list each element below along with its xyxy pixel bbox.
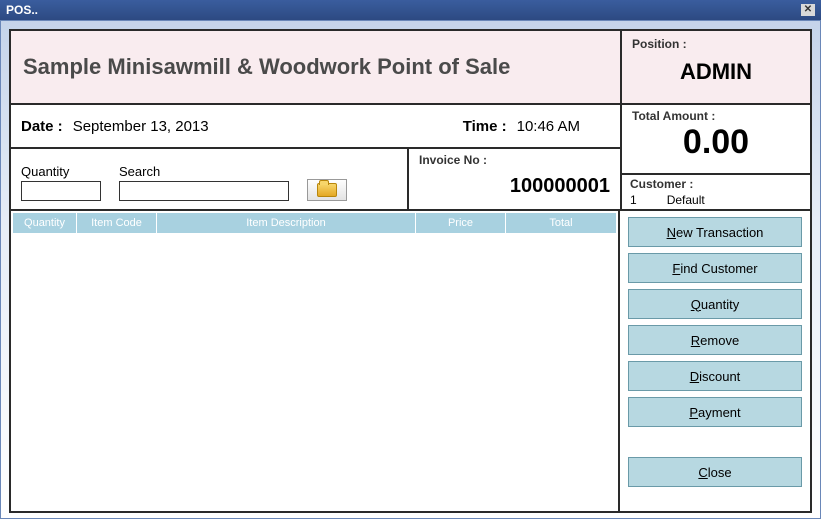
time-label: Time : xyxy=(463,118,507,135)
payment-button[interactable]: Payment xyxy=(628,397,802,427)
main-panel: Sample Minisawmill & Woodwork Point of S… xyxy=(9,29,812,513)
position-value: ADMIN xyxy=(632,59,800,85)
customer-id: 1 xyxy=(630,193,637,207)
app-title-cell: Sample Minisawmill & Woodwork Point of S… xyxy=(11,31,620,103)
search-label: Search xyxy=(119,164,289,179)
total-value: 0.00 xyxy=(632,125,800,159)
find-customer-button[interactable]: Find Customer xyxy=(628,253,802,283)
total-cell: Total Amount : 0.00 xyxy=(622,105,810,175)
position-label: Position : xyxy=(632,37,800,51)
col-item-code: Item Code xyxy=(77,213,157,233)
invoice-cell: Invoice No : 100000001 xyxy=(409,149,620,209)
browse-button[interactable] xyxy=(307,179,347,201)
window-titlebar: POS.. ✕ xyxy=(0,0,821,20)
close-button[interactable]: Close xyxy=(628,457,802,487)
quantity-search-cell: Quantity Search xyxy=(11,149,409,209)
customer-cell: Customer : 1 Default xyxy=(622,175,810,211)
search-input[interactable] xyxy=(119,181,289,201)
window-title: POS.. xyxy=(6,3,38,17)
customer-name: Default xyxy=(667,193,705,207)
folder-icon xyxy=(317,183,337,197)
invoice-value: 100000001 xyxy=(419,175,610,198)
close-icon[interactable]: ✕ xyxy=(801,4,815,16)
new-transaction-button[interactable]: New Transaction xyxy=(628,217,802,247)
date-label: Date : xyxy=(21,118,63,135)
position-cell: Position : ADMIN xyxy=(620,31,810,103)
col-total: Total xyxy=(506,213,616,233)
discount-button[interactable]: Discount xyxy=(628,361,802,391)
items-grid: Quantity Item Code Item Description Pric… xyxy=(11,211,620,511)
grid-header: Quantity Item Code Item Description Pric… xyxy=(13,213,616,233)
quantity-label: Quantity xyxy=(21,164,101,179)
customer-label: Customer : xyxy=(630,177,693,191)
app-frame: Sample Minisawmill & Woodwork Point of S… xyxy=(0,20,821,519)
total-label: Total Amount : xyxy=(632,109,800,123)
quantity-input[interactable] xyxy=(21,181,101,201)
time-value: 10:46 AM xyxy=(517,118,580,135)
quantity-button[interactable]: Quantity xyxy=(628,289,802,319)
col-quantity: Quantity xyxy=(13,213,77,233)
action-buttons: New Transaction Find Customer Quantity R… xyxy=(620,211,810,511)
datetime-row: Date : September 13, 2013 Time : 10:46 A… xyxy=(11,105,620,149)
col-item-description: Item Description xyxy=(157,213,416,233)
invoice-label: Invoice No : xyxy=(419,153,610,167)
app-title: Sample Minisawmill & Woodwork Point of S… xyxy=(23,54,510,80)
col-price: Price xyxy=(416,213,506,233)
remove-button[interactable]: Remove xyxy=(628,325,802,355)
date-value: September 13, 2013 xyxy=(73,118,209,135)
